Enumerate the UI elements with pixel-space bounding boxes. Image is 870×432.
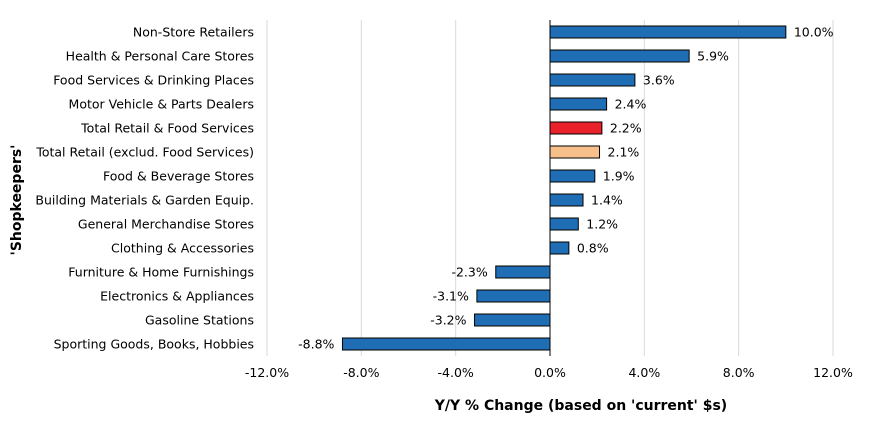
category-label: Total Retail (exclud. Food Services) bbox=[35, 145, 254, 160]
bar bbox=[549, 49, 690, 63]
x-tick-label: 12.0% bbox=[813, 365, 853, 380]
x-axis-title: Y/Y % Change (based on 'current' $s) bbox=[434, 398, 727, 414]
category-label: Clothing & Accessories bbox=[111, 241, 254, 256]
category-label: General Merchandise Stores bbox=[78, 217, 254, 232]
gridlines bbox=[266, 20, 834, 356]
data-label: -8.8% bbox=[298, 337, 334, 352]
data-label: 5.9% bbox=[697, 49, 729, 64]
category-label: Electronics & Appliances bbox=[100, 289, 254, 304]
x-tick-label: -4.0% bbox=[438, 365, 474, 380]
data-label: 1.4% bbox=[591, 193, 623, 208]
data-label: 10.0% bbox=[794, 25, 834, 40]
x-tick-label: 8.0% bbox=[723, 365, 755, 380]
bar bbox=[549, 169, 596, 183]
bar bbox=[341, 337, 551, 351]
x-tick-labels: -12.0% -8.0% -4.0% 0.0% 4.0% 8.0% 12.0% bbox=[245, 365, 853, 380]
category-label: Furniture & Home Furnishings bbox=[68, 265, 254, 280]
data-label: -3.1% bbox=[433, 289, 469, 304]
category-label: Building Materials & Garden Equip. bbox=[35, 193, 254, 208]
category-label: Sporting Goods, Books, Hobbies bbox=[54, 337, 254, 352]
data-label: 3.6% bbox=[643, 73, 675, 88]
data-label: 2.1% bbox=[608, 145, 640, 160]
category-label: Motor Vehicle & Parts Dealers bbox=[69, 97, 254, 112]
bars bbox=[341, 25, 787, 351]
bar bbox=[549, 25, 787, 39]
bar bbox=[549, 145, 601, 159]
data-label: 2.4% bbox=[615, 97, 647, 112]
data-label: 0.8% bbox=[577, 241, 609, 256]
category-label: Gasoline Stations bbox=[145, 313, 254, 328]
data-label: 1.9% bbox=[603, 169, 635, 184]
category-label: Health & Personal Care Stores bbox=[66, 49, 254, 64]
bar bbox=[476, 289, 551, 303]
category-labels: Non-Store Retailers Health & Personal Car… bbox=[35, 25, 254, 352]
category-label: Total Retail & Food Services bbox=[80, 121, 254, 136]
data-label: -2.3% bbox=[451, 265, 487, 280]
bar bbox=[549, 193, 584, 207]
bar bbox=[549, 121, 603, 135]
bar bbox=[549, 73, 636, 87]
bar bbox=[549, 97, 608, 111]
bar bbox=[549, 241, 570, 255]
x-tick-label: 4.0% bbox=[628, 365, 660, 380]
x-tick-label: 0.0% bbox=[534, 365, 566, 380]
data-label: 2.2% bbox=[610, 121, 642, 136]
bar bbox=[474, 313, 551, 327]
x-tick-label: -8.0% bbox=[343, 365, 379, 380]
bar bbox=[549, 217, 579, 231]
category-label: Food & Beverage Stores bbox=[103, 169, 254, 184]
y-axis-title: 'Shopkeepers' bbox=[9, 145, 25, 256]
x-tick-label: -12.0% bbox=[245, 365, 289, 380]
data-label: -3.2% bbox=[430, 313, 466, 328]
bar bbox=[495, 265, 551, 279]
data-label: 1.2% bbox=[586, 217, 618, 232]
category-label: Food Services & Drinking Places bbox=[53, 73, 254, 88]
data-labels: 10.0% 5.9% 3.6% 2.4% 2.2% 2.1% 1.9% 1.4% 1.2% 0.8… bbox=[298, 25, 833, 352]
category-label: Non-Store Retailers bbox=[133, 25, 254, 40]
